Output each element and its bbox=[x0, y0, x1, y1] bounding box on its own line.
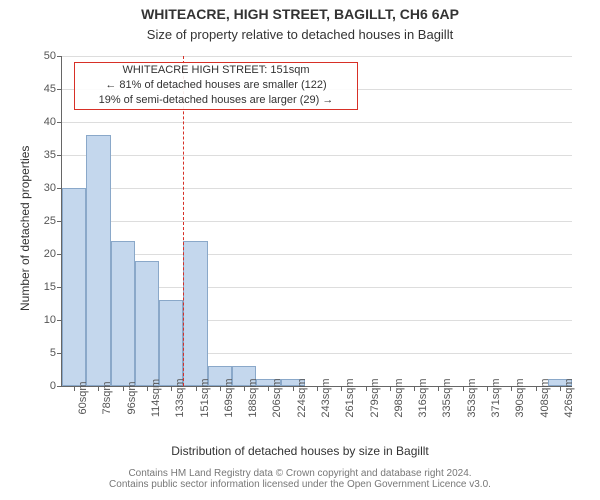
y-axis-label: Number of detached properties bbox=[18, 146, 32, 311]
ytick-label: 5 bbox=[50, 347, 56, 359]
xtick-mark bbox=[147, 386, 148, 391]
ytick-label: 35 bbox=[44, 149, 56, 161]
histogram-bar bbox=[111, 241, 135, 386]
footnote: Contains HM Land Registry data © Crown c… bbox=[0, 468, 600, 490]
xtick-mark bbox=[196, 386, 197, 391]
xtick-mark bbox=[244, 386, 245, 391]
ytick-label: 10 bbox=[44, 314, 56, 326]
xtick-label: 298sqm bbox=[393, 378, 405, 417]
histogram-bar bbox=[183, 241, 207, 386]
gridline bbox=[62, 122, 572, 123]
xtick-label: 279sqm bbox=[369, 378, 381, 417]
xtick-mark bbox=[220, 386, 221, 391]
ytick-label: 20 bbox=[44, 248, 56, 260]
histogram-bar bbox=[62, 188, 86, 386]
xtick-mark bbox=[487, 386, 488, 391]
callout-line: WHITEACRE HIGH STREET: 151sqm bbox=[75, 63, 357, 78]
ytick-label: 15 bbox=[44, 281, 56, 293]
xtick-label: 78sqm bbox=[101, 381, 113, 414]
histogram-bar bbox=[135, 261, 159, 386]
xtick-label: 316sqm bbox=[417, 378, 429, 417]
xtick-label: 261sqm bbox=[344, 378, 356, 417]
gridline bbox=[62, 56, 572, 57]
ytick-label: 45 bbox=[44, 83, 56, 95]
ytick-mark bbox=[57, 56, 62, 57]
chart-title: WHITEACRE, HIGH STREET, BAGILLT, CH6 6AP bbox=[0, 6, 600, 22]
xtick-mark bbox=[536, 386, 537, 391]
xtick-mark bbox=[98, 386, 99, 391]
ytick-mark bbox=[57, 386, 62, 387]
chart-subtitle: Size of property relative to detached ho… bbox=[0, 27, 600, 42]
gridline bbox=[62, 221, 572, 222]
xtick-mark bbox=[268, 386, 269, 391]
histogram-bar bbox=[159, 300, 183, 386]
xtick-label: 243sqm bbox=[320, 378, 332, 417]
xtick-label: 353sqm bbox=[466, 378, 478, 417]
xtick-mark bbox=[560, 386, 561, 391]
callout-line: 19% of semi-detached houses are larger (… bbox=[75, 93, 357, 108]
histogram-bar bbox=[86, 135, 110, 386]
xtick-label: 96sqm bbox=[126, 381, 138, 414]
gridline bbox=[62, 254, 572, 255]
callout-box: WHITEACRE HIGH STREET: 151sqm← 81% of de… bbox=[74, 62, 358, 110]
ytick-label: 50 bbox=[44, 50, 56, 62]
ytick-label: 25 bbox=[44, 215, 56, 227]
ytick-label: 30 bbox=[44, 182, 56, 194]
xtick-mark bbox=[123, 386, 124, 391]
xtick-mark bbox=[438, 386, 439, 391]
xtick-mark bbox=[414, 386, 415, 391]
ytick-label: 0 bbox=[50, 380, 56, 392]
gridline bbox=[62, 188, 572, 189]
gridline bbox=[62, 155, 572, 156]
ytick-mark bbox=[57, 122, 62, 123]
xtick-mark bbox=[511, 386, 512, 391]
ytick-label: 40 bbox=[44, 116, 56, 128]
xtick-mark bbox=[293, 386, 294, 391]
ytick-mark bbox=[57, 89, 62, 90]
chart-container: WHITEACRE, HIGH STREET, BAGILLT, CH6 6AP… bbox=[0, 0, 600, 500]
xtick-label: 224sqm bbox=[296, 378, 308, 417]
xtick-label: 371sqm bbox=[490, 378, 502, 417]
xtick-label: 60sqm bbox=[77, 381, 89, 414]
xtick-mark bbox=[390, 386, 391, 391]
xtick-mark bbox=[341, 386, 342, 391]
xtick-mark bbox=[463, 386, 464, 391]
xtick-mark bbox=[317, 386, 318, 391]
xtick-label: 335sqm bbox=[441, 378, 453, 417]
xtick-label: 426sqm bbox=[563, 378, 575, 417]
xtick-mark bbox=[74, 386, 75, 391]
xtick-mark bbox=[366, 386, 367, 391]
ytick-mark bbox=[57, 155, 62, 156]
callout-line: ← 81% of detached houses are smaller (12… bbox=[75, 78, 357, 93]
xtick-mark bbox=[171, 386, 172, 391]
x-axis-label: Distribution of detached houses by size … bbox=[0, 444, 600, 458]
xtick-label: 390sqm bbox=[514, 378, 526, 417]
